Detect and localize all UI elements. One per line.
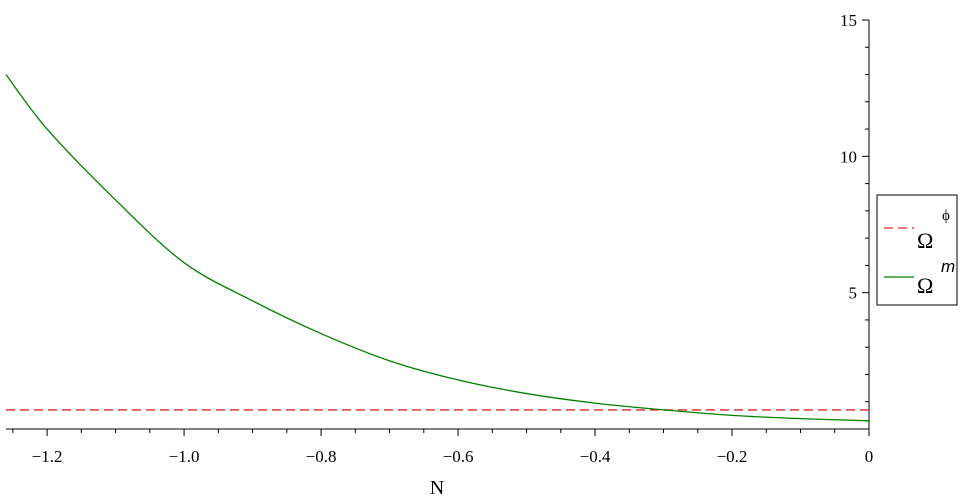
legend-superscript-phi: ϕ xyxy=(942,208,950,224)
legend: Ω ϕ Ω m xyxy=(876,194,958,306)
legend-box xyxy=(876,194,958,306)
x-tick-label: −1.2 xyxy=(32,447,63,466)
tick-labels: −1.2 −1.0 −0.8 −0.6 −0.4 −0.2 0 5 10 15 xyxy=(32,11,874,466)
y-tick-label: 5 xyxy=(849,284,858,303)
x-tick-label: −0.2 xyxy=(717,447,748,466)
legend-superscript-m: m xyxy=(941,257,955,276)
x-tick-label: −1.0 xyxy=(169,447,200,466)
legend-label-omega-phi: Ω xyxy=(917,228,933,253)
y-tick-label: 15 xyxy=(840,11,857,30)
x-tick-label: −0.6 xyxy=(443,447,474,466)
x-tick-label: −0.4 xyxy=(580,447,611,466)
legend-label-omega-m: Ω xyxy=(917,273,933,298)
y-tick-label: 10 xyxy=(840,147,857,166)
x-axis-label: N xyxy=(430,477,444,499)
series-line-omega-m xyxy=(5,74,870,422)
x-tick-label: −0.8 xyxy=(306,447,337,466)
axes xyxy=(6,19,870,436)
x-tick-label: 0 xyxy=(865,447,874,466)
series-group xyxy=(5,74,870,422)
